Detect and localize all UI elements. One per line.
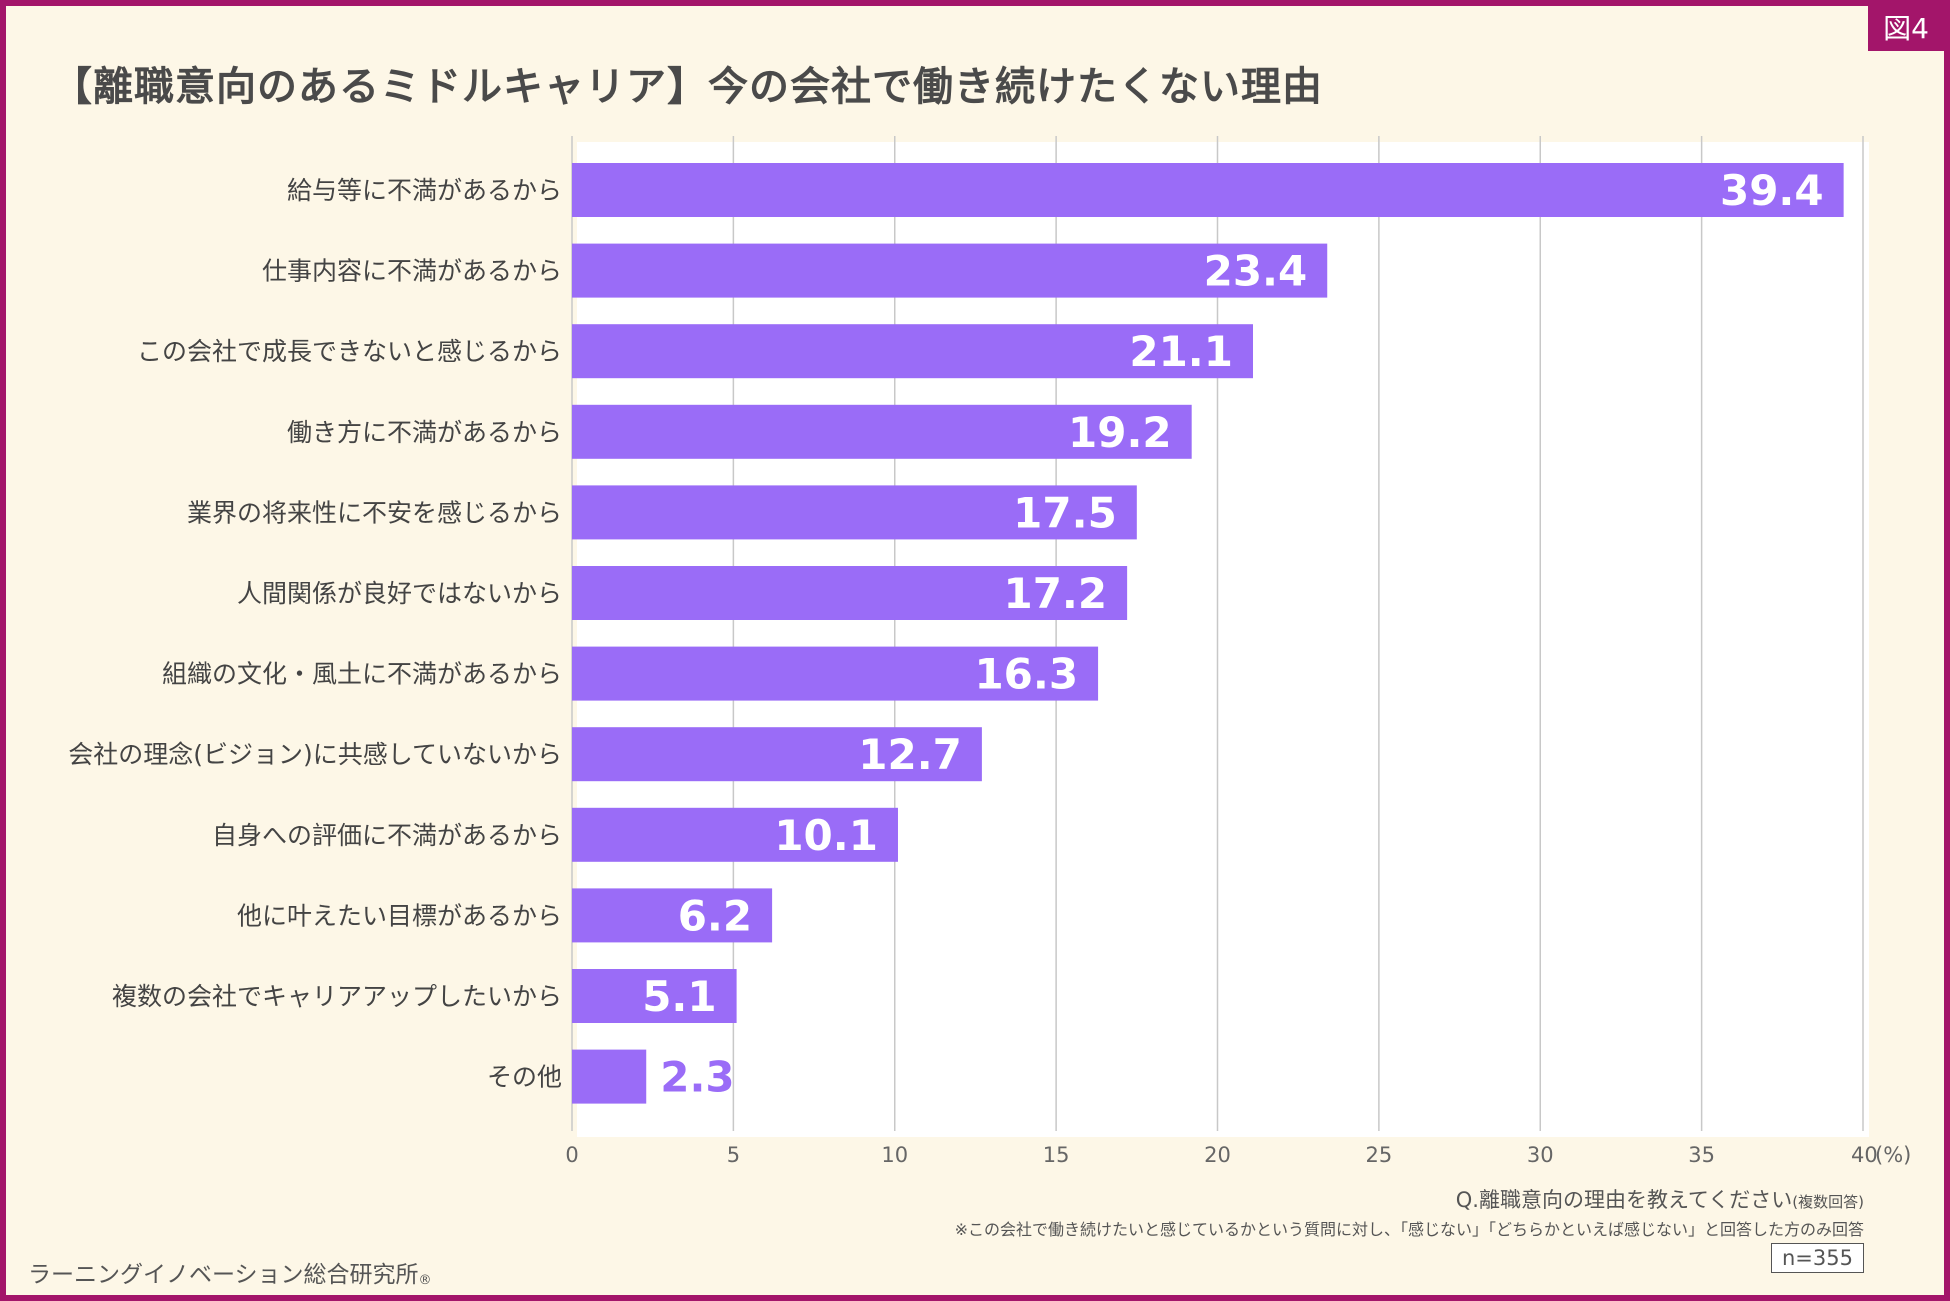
- x-tick-label: 40: [1851, 1143, 1878, 1167]
- x-tick-label: 20: [1204, 1143, 1231, 1167]
- value-label: 17.2: [1003, 569, 1107, 618]
- question-suffix: (複数回答): [1792, 1193, 1864, 1211]
- bar: [572, 807, 898, 862]
- category-label: 会社の理念(ビジョン)に共感していないから: [68, 740, 562, 769]
- category-label: 働き方に不満があるから: [287, 418, 562, 447]
- publisher-credit: ラーニングイノベーション総合研究所®: [28, 1255, 432, 1289]
- value-label: 5.1: [642, 972, 716, 1021]
- x-tick-label: 35: [1688, 1143, 1715, 1167]
- category-label: この会社で成長できないと感じるから: [137, 337, 562, 366]
- question-text: Q.離職意向の理由を教えてください: [1455, 1188, 1793, 1212]
- bar: [572, 243, 1328, 298]
- bar-chart: 0 5 10 15 20 25 30 35 40(%) 給与等に不満があるから 39.4 仕事内容に不…: [68, 136, 1911, 1167]
- value-label: 16.3: [974, 650, 1078, 699]
- value-label: 2.3: [660, 1053, 734, 1102]
- value-label: 19.2: [1068, 408, 1172, 457]
- category-label: 人間関係が良好ではないから: [237, 579, 562, 608]
- x-tick-label: 30: [1527, 1143, 1554, 1167]
- respondent-note: ※この会社で働き続けたいと感じているかという質問に対し、「感じない」「どちらかと…: [954, 1220, 1864, 1239]
- category-label: 他に叶えたい目標があるから: [237, 901, 562, 930]
- value-label: 23.4: [1204, 247, 1308, 296]
- category-label: その他: [487, 1063, 562, 1092]
- value-label: 39.4: [1720, 166, 1824, 215]
- value-label: 12.7: [858, 730, 962, 779]
- publisher-name: ラーニングイノベーション総合研究所: [28, 1262, 419, 1288]
- survey-question: Q.離職意向の理由を教えてください(複数回答): [1456, 1184, 1864, 1214]
- bar: [572, 727, 982, 782]
- bar: [572, 324, 1254, 379]
- bar: [572, 888, 773, 943]
- value-label: 10.1: [774, 811, 878, 860]
- sample-size-badge: n=355: [1771, 1243, 1864, 1273]
- x-tick-label: 25: [1366, 1143, 1393, 1167]
- category-label: 給与等に不満があるから: [287, 176, 562, 205]
- x-tick-label: 0: [565, 1143, 578, 1167]
- category-label: 自身への評価に不満があるから: [212, 821, 562, 850]
- category-label: 複数の会社でキャリアアップしたいから: [112, 982, 562, 1011]
- bar: [572, 485, 1137, 540]
- x-tick-label: 10: [881, 1143, 908, 1167]
- bar: [572, 163, 1844, 217]
- bar: [572, 404, 1192, 459]
- chart-title: 【離職意向のあるミドルキャリア】今の会社で働き続けたくない理由: [52, 64, 1323, 110]
- bar: [572, 1049, 647, 1104]
- bar: [572, 969, 737, 1023]
- figure-frame: 図4 【離職意向のあるミドルキャリア】今の会社で働き続けたくない理由 0 5 10 1…: [6, 6, 1944, 1295]
- category-label: 仕事内容に不満があるから: [262, 257, 562, 286]
- value-label: 21.1: [1129, 327, 1233, 376]
- x-tick-label: 5: [727, 1143, 740, 1167]
- figure-tag: 図4: [1868, 6, 1944, 51]
- plot-area: [577, 142, 1869, 1137]
- x-tick-label: 15: [1043, 1143, 1070, 1167]
- value-label: 17.5: [1013, 488, 1117, 537]
- bar: [572, 646, 1099, 701]
- category-label: 組織の文化・風土に不満があるから: [162, 660, 562, 689]
- x-axis-unit: (%): [1875, 1143, 1911, 1167]
- registered-mark: ®: [418, 1273, 432, 1288]
- category-label: 業界の将来性に不安を感じるから: [187, 498, 562, 527]
- bar: [572, 566, 1128, 620]
- value-label: 6.2: [678, 891, 752, 940]
